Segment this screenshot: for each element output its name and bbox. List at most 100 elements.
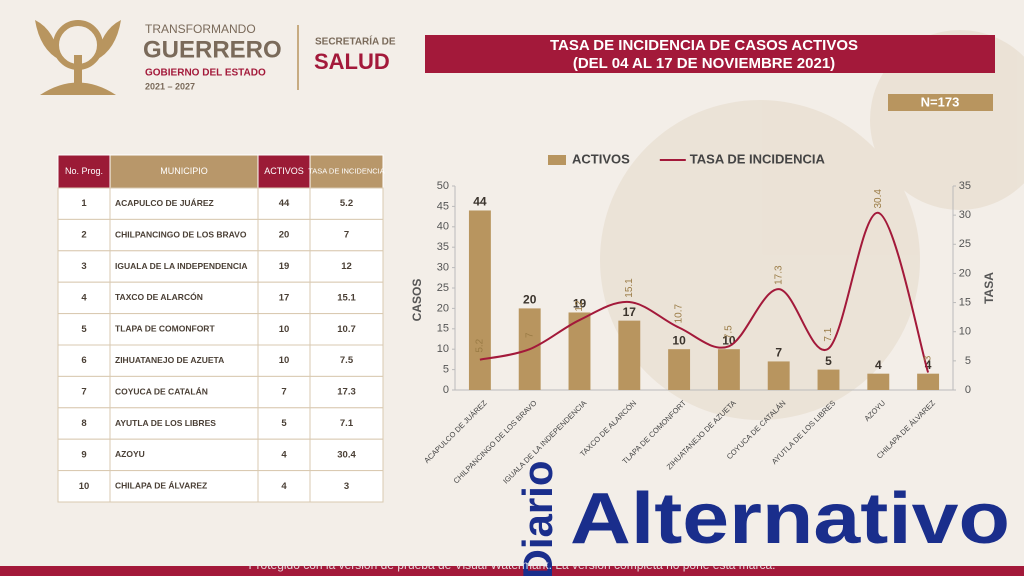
y-tick-label: 50 — [437, 180, 449, 192]
table-cell-text: ZIHUATANEJO DE AZUETA — [115, 355, 224, 365]
table-cell-text: 15.1 — [337, 292, 356, 303]
line-label: 7.1 — [823, 327, 834, 341]
bar — [867, 373, 890, 390]
table-cell — [257, 470, 311, 503]
table-header: No. Prog. — [65, 166, 103, 176]
line-label: 17.3 — [773, 265, 784, 285]
legend-label: TASA DE INCIDENCIA — [690, 151, 826, 166]
table-cell — [309, 470, 384, 503]
table-cell-text: CHILAPA DE ÁLVAREZ — [115, 481, 207, 491]
table-cell-text: AZOYU — [115, 449, 145, 459]
bar-label: 44 — [473, 195, 487, 209]
logo-small: Diario — [514, 460, 561, 576]
y2-tick-label: 15 — [959, 296, 971, 308]
table-cell-text: 10 — [79, 481, 90, 492]
table-cell — [57, 313, 111, 346]
y2-axis-title: TASA — [982, 272, 996, 304]
table-cell — [257, 313, 311, 346]
table-cell — [57, 344, 111, 377]
table-cell-text: AYUTLA DE LOS LIBRES — [115, 418, 216, 428]
table-cell — [257, 250, 311, 283]
y-tick-label: 45 — [437, 200, 449, 212]
total: N=173 — [921, 94, 960, 109]
table-cell — [257, 407, 311, 440]
table-cell-text: 8 — [81, 418, 86, 429]
table-cell-text: 17.3 — [337, 387, 356, 398]
table-cell — [57, 438, 111, 472]
line-label: 3 — [923, 355, 934, 361]
table-cell-text: 20 — [279, 230, 290, 241]
table-cell — [109, 187, 259, 220]
table-cell-text: 3 — [81, 261, 86, 272]
table-cell-text: 7 — [344, 230, 349, 241]
bar-label: 10 — [672, 333, 686, 347]
table-cell — [309, 313, 384, 346]
table-cell — [57, 187, 111, 220]
bar — [668, 349, 691, 390]
table-cell-text: 4 — [281, 449, 287, 460]
title-banner — [425, 35, 995, 73]
y-tick-label: 15 — [437, 323, 449, 335]
watermark: Protegido con la versión de prueba de Vi… — [249, 558, 776, 572]
table-cell-text: 10.7 — [337, 324, 356, 335]
table-cell-text: 4 — [81, 292, 87, 303]
legend-swatch — [548, 155, 566, 165]
table-cell-text: 5 — [281, 418, 287, 429]
y2-tick-label: 0 — [965, 384, 971, 396]
y-tick-label: 25 — [437, 282, 449, 294]
y2-tick-label: 30 — [959, 209, 971, 221]
table-cell-text: 10 — [279, 355, 290, 366]
table-cell-text: 7.1 — [340, 418, 354, 429]
table-cell — [109, 281, 259, 315]
y2-tick-label: 10 — [959, 326, 971, 338]
y-tick-label: 5 — [443, 364, 449, 376]
table-header: TASA DE INCIDENCIA — [308, 166, 385, 175]
y2-tick-label: 25 — [959, 238, 971, 250]
bar-label: 17 — [623, 305, 637, 319]
table-cell-text: 9 — [81, 449, 86, 460]
bar — [618, 320, 641, 390]
bar — [917, 373, 940, 390]
table-cell — [109, 375, 259, 409]
line-label: 30.4 — [873, 189, 884, 209]
table-cell-text: 1 — [81, 198, 87, 209]
bar — [568, 312, 591, 390]
table-cell-text: 7 — [281, 387, 286, 398]
bar-label: 20 — [523, 293, 537, 307]
bar-label: 7 — [775, 346, 782, 360]
table-cell — [109, 470, 259, 503]
table-cell — [109, 438, 259, 472]
table-cell-text: 3 — [344, 481, 349, 492]
total-box — [888, 94, 993, 111]
table-cell-text: ACAPULCO DE JUÁREZ — [115, 198, 214, 208]
y-tick-label: 20 — [437, 302, 449, 314]
table-cell — [309, 187, 384, 220]
bar — [468, 210, 491, 390]
bar-label: 4 — [925, 358, 932, 372]
table-cell-text: 5.2 — [340, 198, 353, 209]
brand-top: TRANSFORMANDO — [145, 22, 256, 36]
bar — [717, 349, 740, 390]
y-tick-label: 30 — [437, 262, 449, 274]
table-cell-text: CHILPANCINGO DE LOS BRAVO — [115, 229, 247, 239]
table-cell — [257, 344, 311, 377]
table-cell-text: COYUCA DE CATALÁN — [115, 386, 208, 396]
table-cell-text: 6 — [81, 355, 86, 366]
y2-tick-label: 20 — [959, 267, 971, 279]
bar — [767, 361, 790, 390]
x-tick-label: TAXCO DE ALARCÓN — [578, 398, 638, 458]
logo-emblem — [35, 20, 121, 95]
table-cell — [109, 250, 259, 283]
y-tick-label: 40 — [437, 221, 449, 233]
secretary-top: SECRETARÍA DE — [315, 35, 396, 48]
y2-tick-label: 35 — [959, 180, 971, 192]
table-cell — [57, 218, 111, 252]
y-tick-label: 10 — [437, 343, 449, 355]
line-label: 5.2 — [475, 338, 486, 352]
table-cell — [109, 344, 259, 377]
table-cell-text: 4 — [281, 481, 287, 492]
table-cell-text: 2 — [81, 230, 86, 241]
table-cell — [257, 281, 311, 315]
footer-bar — [0, 566, 1024, 576]
